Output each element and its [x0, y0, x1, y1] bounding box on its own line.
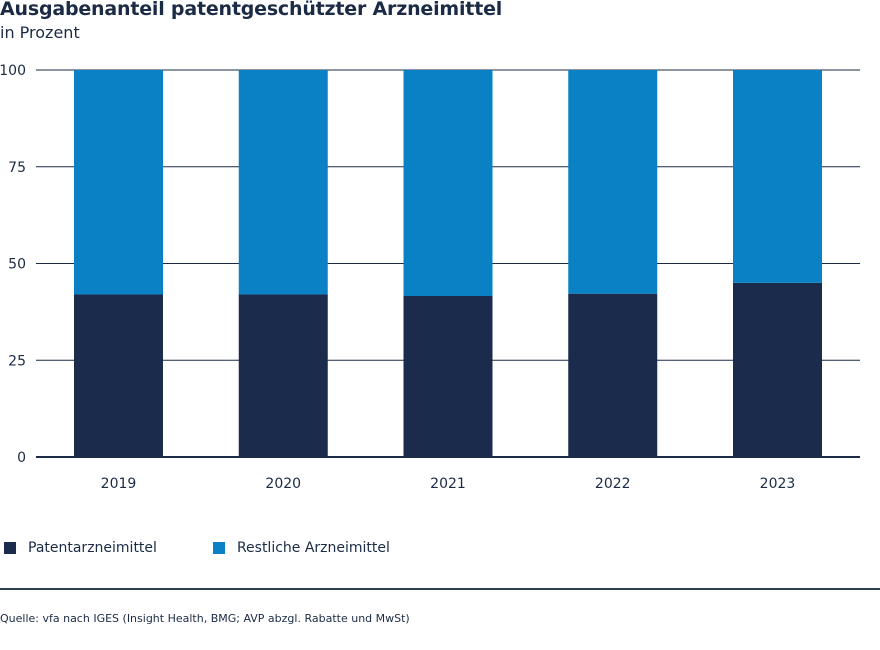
x-tick-label-2022: 2022 [595, 476, 631, 492]
legend-swatch-patentarzneimittel [4, 542, 16, 554]
bar-2021-patentarzneimittel [403, 296, 493, 457]
legend-item-patentarzneimittel: Patentarzneimittel [4, 540, 157, 556]
x-tick-label-2020: 2020 [265, 476, 301, 492]
x-tick-label-2021: 2021 [430, 476, 466, 492]
y-tick-label-100: 100 [0, 63, 26, 79]
legend-swatch-restliche-arzneimittel [212, 542, 225, 554]
y-tick-label-25: 25 [8, 353, 26, 369]
stacked-bar-chart: 0 25 50 75 100 2019 2020 2021 2022 2023 [0, 63, 860, 492]
bar-2023-restliche-arzneimittel [733, 70, 822, 283]
legend-label-restliche-arzneimittel: Restliche Arzneimittel [236, 540, 390, 556]
x-tick-label-2019: 2019 [101, 476, 137, 492]
y-tick-label-50: 50 [8, 257, 26, 273]
legend-label-patentarzneimittel: Patentarzneimittel [28, 540, 157, 556]
bar-2022-restliche-arzneimittel [568, 70, 658, 294]
legend-item-restliche-arzneimittel: Restliche Arzneimittel [212, 540, 390, 556]
chart-subtitle: in Prozent [0, 23, 80, 42]
x-tick-label-2023: 2023 [760, 476, 796, 492]
chart-title: Ausgabenanteil patentgeschützter Arzneim… [0, 0, 503, 20]
y-tick-label-0: 0 [17, 450, 26, 466]
bar-2021-restliche-arzneimittel [403, 70, 493, 297]
divider [0, 588, 880, 590]
bar-2019-patentarzneimittel [74, 294, 163, 457]
bar-2019-restliche-arzneimittel [74, 70, 163, 295]
bar-2020-patentarzneimittel [238, 294, 328, 457]
y-tick-label-75: 75 [8, 160, 26, 176]
bar-2023-patentarzneimittel [733, 282, 822, 457]
bar-2022-patentarzneimittel [568, 293, 658, 457]
bar-2020-restliche-arzneimittel [238, 70, 328, 295]
legend: Patentarzneimittel Restliche Arzneimitte… [4, 540, 446, 556]
source-note: Quelle: vfa nach IGES (Insight Health, B… [0, 612, 410, 625]
